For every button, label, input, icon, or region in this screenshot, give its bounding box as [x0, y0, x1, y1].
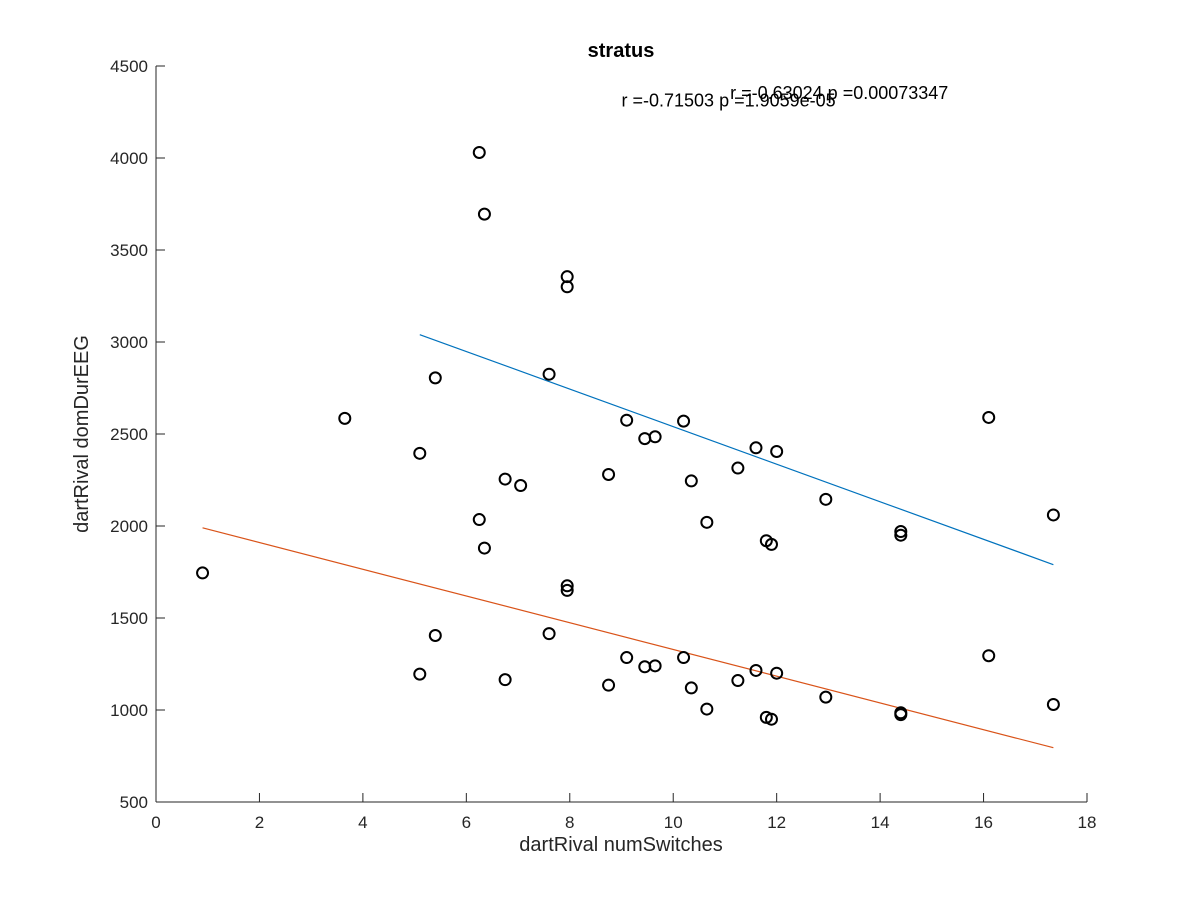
x-tick-label: 6 [462, 813, 471, 832]
x-tick-label: 8 [565, 813, 574, 832]
data-point [894, 708, 908, 722]
data-point [542, 627, 556, 641]
data-point [770, 666, 784, 680]
data-point [982, 410, 996, 424]
data-point [684, 474, 698, 488]
data-point [764, 712, 778, 726]
y-tick-label: 4500 [110, 57, 148, 76]
y-tick-label: 3000 [110, 333, 148, 352]
y-axis-label: dartRival domDurEEG [71, 335, 93, 533]
fit-line [202, 527, 1054, 749]
data-points [196, 145, 1060, 726]
data-point [514, 479, 528, 493]
fit-line [419, 334, 1054, 566]
x-tick-label: 12 [767, 813, 786, 832]
data-point [477, 541, 491, 555]
y-tick-label: 1000 [110, 701, 148, 720]
correlation-annotation: r =-0.63024 p =0.00073347 [730, 83, 948, 103]
data-point [749, 441, 763, 455]
y-tick-label: 2500 [110, 425, 148, 444]
data-point [764, 537, 778, 551]
data-point [638, 432, 652, 446]
data-point [498, 472, 512, 486]
x-tick-label: 18 [1078, 813, 1097, 832]
data-point [770, 444, 784, 458]
data-point [700, 515, 714, 529]
y-tick-label: 500 [120, 793, 148, 812]
data-point [819, 690, 833, 704]
data-point [982, 649, 996, 663]
data-point [638, 660, 652, 674]
y-tick-label: 3500 [110, 241, 148, 260]
data-point [1046, 697, 1060, 711]
data-point [428, 371, 442, 385]
data-point [648, 659, 662, 673]
chart-title: stratus [588, 40, 655, 62]
x-tick-label: 14 [871, 813, 890, 832]
data-point [620, 651, 634, 665]
axes [155, 66, 1087, 803]
x-tick-label: 0 [151, 813, 160, 832]
data-point [413, 667, 427, 681]
data-point [196, 566, 210, 580]
data-point [677, 414, 691, 428]
data-point [477, 207, 491, 221]
data-point [731, 674, 745, 688]
y-ticks: 500 1000 1500 2000 2500 3000 3500 4000 4500 [110, 57, 165, 812]
data-point [498, 673, 512, 687]
data-point [560, 583, 574, 597]
data-point [684, 681, 698, 695]
data-point [1046, 508, 1060, 522]
data-point [700, 702, 714, 716]
data-point [602, 678, 616, 692]
data-point [560, 579, 574, 593]
data-point [560, 280, 574, 294]
data-point [677, 651, 691, 665]
data-point [602, 467, 616, 481]
x-tick-label: 2 [255, 813, 264, 832]
data-point [472, 145, 486, 159]
y-tick-label: 2000 [110, 517, 148, 536]
data-point [894, 528, 908, 542]
y-tick-label: 4000 [110, 149, 148, 168]
data-point [338, 411, 352, 425]
correlation-annotation: r =-0.71503 p =1.9059e-05 [622, 90, 836, 110]
x-tick-label: 16 [974, 813, 993, 832]
fit-lines [202, 334, 1054, 749]
data-point [731, 461, 745, 475]
data-point [472, 513, 486, 527]
data-point [413, 446, 427, 460]
data-point [894, 525, 908, 539]
data-point [542, 367, 556, 381]
x-ticks: 0 2 4 6 8 10 12 14 16 18 [151, 793, 1096, 832]
y-tick-label: 1500 [110, 609, 148, 628]
x-tick-label: 10 [664, 813, 683, 832]
data-point [648, 430, 662, 444]
data-point [620, 413, 634, 427]
x-axis-label: dartRival numSwitches [519, 834, 722, 856]
data-point [428, 628, 442, 642]
data-point [749, 663, 763, 677]
x-tick-label: 4 [358, 813, 367, 832]
data-point [819, 492, 833, 506]
